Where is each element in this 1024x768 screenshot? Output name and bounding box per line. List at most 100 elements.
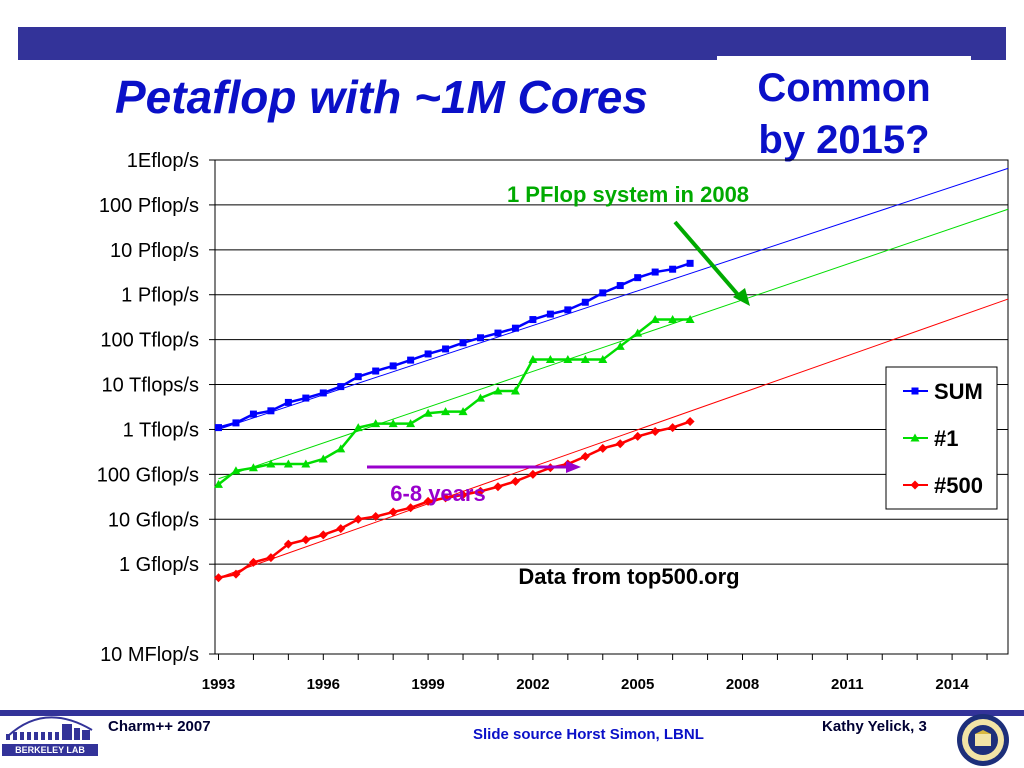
data-point	[580, 355, 590, 364]
data-point	[616, 282, 624, 290]
data-point	[318, 454, 328, 463]
y-tick-label: 100 Pflop/s	[99, 195, 199, 217]
data-point	[266, 553, 276, 563]
data-point	[318, 530, 328, 540]
x-tick-label: 2005	[621, 676, 654, 693]
data-point	[424, 350, 432, 358]
y-tick-label: 10 Tflops/s	[102, 375, 199, 397]
legend-label: SUM	[934, 379, 983, 404]
data-point	[686, 259, 694, 267]
data-point	[510, 476, 520, 486]
data-point	[475, 393, 485, 402]
data-point	[353, 514, 363, 524]
data-point	[232, 419, 240, 427]
data-point	[336, 524, 346, 534]
y-tick-label: 10 Pflop/s	[110, 240, 199, 262]
data-point	[651, 268, 659, 276]
y-tick-label: 10 Gflop/s	[108, 509, 199, 531]
legend-label: #500	[934, 473, 983, 498]
data-point	[283, 459, 293, 468]
slide-title: Petaflop with ~1M Cores	[115, 71, 648, 123]
annotation-arrow-pflop	[673, 220, 742, 299]
x-tick-label: 1993	[202, 676, 235, 693]
y-tick-label: 1 Gflop/s	[119, 554, 199, 576]
data-point	[528, 469, 538, 479]
data-point	[407, 356, 415, 364]
legend-label: #1	[934, 426, 958, 451]
data-point	[302, 394, 310, 402]
data-point	[510, 386, 520, 395]
data-point	[911, 387, 919, 395]
trend-line	[218, 298, 1009, 579]
callout-line-1: Common	[757, 66, 931, 110]
legend: SUM #1 #500	[885, 366, 998, 510]
data-point	[353, 423, 363, 432]
data-point	[475, 486, 485, 496]
data-point	[406, 503, 416, 513]
x-tick-label: 2014	[935, 676, 969, 693]
data-point	[529, 316, 537, 324]
data-point	[615, 439, 625, 449]
data-point	[633, 431, 643, 441]
annotation-arrowhead-pflop	[733, 288, 750, 306]
data-point	[388, 507, 398, 517]
data-point	[545, 355, 555, 364]
y-tick-label: 1 Tflop/s	[123, 419, 199, 441]
data-point	[423, 496, 433, 506]
data-point	[337, 383, 345, 391]
data-point	[650, 427, 660, 437]
data-point	[389, 362, 397, 370]
data-point	[910, 433, 920, 442]
data-point	[685, 417, 695, 427]
data-point	[248, 557, 258, 567]
data-point	[668, 423, 678, 433]
logo-text: BERKELEY LAB	[15, 745, 85, 755]
data-point	[354, 373, 362, 381]
data-point	[633, 328, 643, 337]
data-point	[598, 355, 608, 364]
berkeley-lab-logo: BERKELEY LAB	[2, 716, 98, 756]
x-tick-label: 2002	[516, 676, 549, 693]
data-point	[615, 341, 625, 350]
x-tick-label: 1996	[307, 676, 340, 693]
data-point	[493, 386, 503, 395]
y-tick-label: 100 Tflop/s	[100, 330, 199, 352]
annotation-pflop: 1 PFlop system in 2008	[507, 182, 749, 207]
data-point	[669, 265, 677, 273]
data-point	[248, 463, 258, 472]
data-point	[301, 535, 311, 545]
data-point	[372, 367, 380, 375]
data-point	[231, 466, 241, 475]
annotation-arrowhead-years	[566, 461, 581, 473]
data-point	[476, 334, 484, 342]
data-point	[214, 424, 222, 432]
data-point	[668, 315, 678, 324]
annotation-years: 6-8 years	[390, 481, 485, 506]
data-point	[249, 410, 257, 418]
data-point	[301, 459, 311, 468]
y-tick-label: 1 Pflop/s	[121, 285, 199, 307]
x-tick-label: 2008	[726, 676, 759, 693]
data-point	[388, 419, 398, 428]
annotation-source: Data from top500.org	[518, 564, 739, 589]
data-point	[213, 573, 223, 583]
data-point	[511, 324, 519, 332]
data-point	[598, 443, 608, 453]
data-point	[371, 419, 381, 428]
series-line	[218, 420, 691, 579]
data-point	[442, 345, 450, 353]
data-point	[459, 339, 467, 347]
x-tick-label: 2011	[831, 676, 864, 693]
callout-line-2: by 2015?	[758, 118, 930, 162]
data-point	[563, 355, 573, 364]
data-point	[336, 444, 346, 453]
footer-left: Charm++ 2007	[108, 718, 211, 735]
data-point	[546, 310, 554, 318]
data-point	[213, 479, 223, 488]
data-point	[599, 289, 607, 297]
university-seal-icon	[957, 714, 1009, 766]
series-n500	[213, 417, 695, 583]
data-point	[458, 490, 468, 500]
y-tick-label: 100 Gflop/s	[97, 464, 199, 486]
